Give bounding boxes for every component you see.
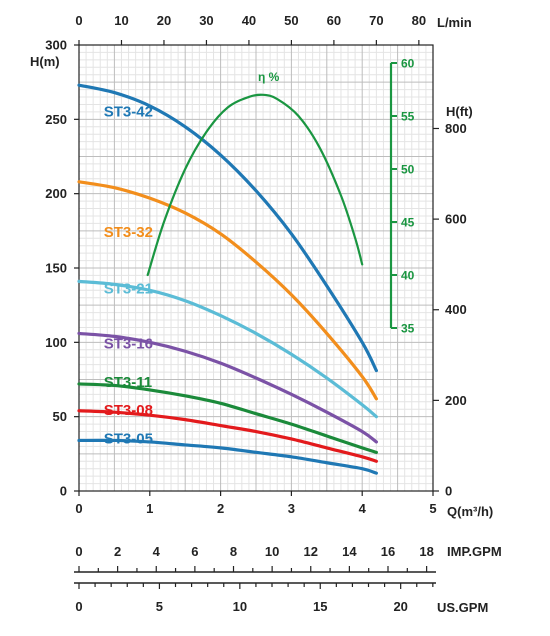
top-tick-label: 50	[284, 13, 298, 28]
y-tick-label: 50	[53, 409, 67, 424]
top-tick-label: 40	[242, 13, 256, 28]
y-tick-label: 200	[45, 186, 67, 201]
us-gpm-tick-label: 5	[156, 599, 163, 614]
bottom-axis-q: 0 1 2 3 4 5	[75, 491, 437, 516]
imp-gpm-unit: IMP.GPM	[447, 544, 502, 559]
top-tick-label: 10	[114, 13, 128, 28]
series-label-st3-42: ST3-42	[104, 103, 153, 120]
bottom-axis-unit: Q(m³/h)	[447, 504, 493, 519]
series-line-st3-16	[77, 331, 378, 444]
top-tick-label: 30	[199, 13, 213, 28]
x-tick-label: 3	[288, 501, 295, 516]
left-axis-hm: 0 50 100 150 200 250 300	[45, 38, 79, 499]
grid-major	[79, 45, 433, 491]
imp-gpm-tick-label: 6	[191, 544, 198, 559]
us-gpm-tick-label: 0	[75, 599, 82, 614]
series-label-st3-11: ST3-11	[104, 374, 152, 391]
series-label-st3-08: ST3-08	[104, 402, 153, 419]
imp-gpm-axis: 0 2 4 6 8 10 12 14 16 18	[74, 544, 436, 573]
top-axis-lmin: 0 10 20 30 40 50 60 70 80	[75, 13, 426, 45]
imp-gpm-tick-label: 2	[114, 544, 121, 559]
us-gpm-tick-label: 15	[313, 599, 327, 614]
y-tick-label: 0	[60, 484, 67, 499]
efficiency-tick-label: 35	[401, 322, 415, 336]
right-tick-label: 200	[445, 393, 467, 408]
x-tick-label: 1	[146, 501, 153, 516]
right-tick-label: 600	[445, 212, 467, 227]
series-line-st3-11	[77, 382, 378, 454]
right-axis-unit: H(ft)	[446, 104, 473, 119]
y-tick-label: 300	[45, 38, 67, 53]
series-layer: ST3-42 ST3-32 ST3-21 ST3-16 ST3-11 ST3-08 ST3-…	[77, 70, 378, 475]
left-axis-unit: H(m)	[30, 54, 60, 69]
series-label-st3-21: ST3-21	[104, 280, 153, 297]
y-tick-label: 100	[45, 335, 67, 350]
efficiency-label: η %	[258, 70, 280, 84]
imp-gpm-tick-label: 12	[304, 544, 318, 559]
top-axis-unit: L/min	[437, 15, 472, 30]
right-tick-label: 0	[445, 484, 452, 499]
top-tick-label: 0	[75, 13, 82, 28]
series-line-st3-42	[77, 83, 378, 373]
x-tick-label: 5	[429, 501, 436, 516]
series-label-st3-05: ST3-05	[104, 430, 153, 447]
y-tick-label: 150	[45, 261, 67, 276]
imp-gpm-tick-label: 16	[381, 544, 395, 559]
x-tick-label: 2	[217, 501, 224, 516]
efficiency-tick-label: 50	[401, 163, 415, 177]
top-tick-label: 70	[369, 13, 383, 28]
top-tick-label: 60	[327, 13, 341, 28]
top-tick-label: 20	[157, 13, 171, 28]
series-line-st3-05	[77, 438, 378, 475]
us-gpm-axis: 0 5 10 15 20	[74, 582, 436, 614]
series-line-efficiency	[146, 93, 364, 277]
x-tick-label: 4	[359, 501, 367, 516]
x-tick-label: 0	[75, 501, 82, 516]
efficiency-tick-label: 45	[401, 216, 415, 230]
top-tick-label: 80	[412, 13, 426, 28]
series-label-st3-16: ST3-16	[104, 335, 153, 352]
series-line-st3-21	[77, 279, 378, 419]
series-line-st3-08	[77, 409, 378, 463]
right-axis-hft: 0 200 400 600 800	[433, 121, 467, 499]
y-tick-label: 250	[45, 112, 67, 127]
series-label-st3-32: ST3-32	[104, 224, 153, 241]
imp-gpm-tick-label: 18	[419, 544, 433, 559]
imp-gpm-tick-label: 10	[265, 544, 279, 559]
efficiency-axis: 35 40 45 50 55 60	[389, 57, 415, 336]
imp-gpm-tick-label: 8	[230, 544, 237, 559]
efficiency-tick-label: 40	[401, 269, 415, 283]
us-gpm-tick-label: 10	[233, 599, 247, 614]
imp-gpm-tick-label: 4	[153, 544, 161, 559]
right-tick-label: 400	[445, 302, 467, 317]
efficiency-tick-label: 55	[401, 110, 415, 124]
us-gpm-unit: US.GPM	[437, 600, 488, 615]
right-tick-label: 800	[445, 121, 467, 136]
imp-gpm-tick-label: 0	[75, 544, 82, 559]
series-line-st3-32	[77, 180, 378, 401]
efficiency-tick-label: 60	[401, 57, 415, 71]
imp-gpm-tick-label: 14	[342, 544, 357, 559]
us-gpm-tick-label: 20	[393, 599, 407, 614]
